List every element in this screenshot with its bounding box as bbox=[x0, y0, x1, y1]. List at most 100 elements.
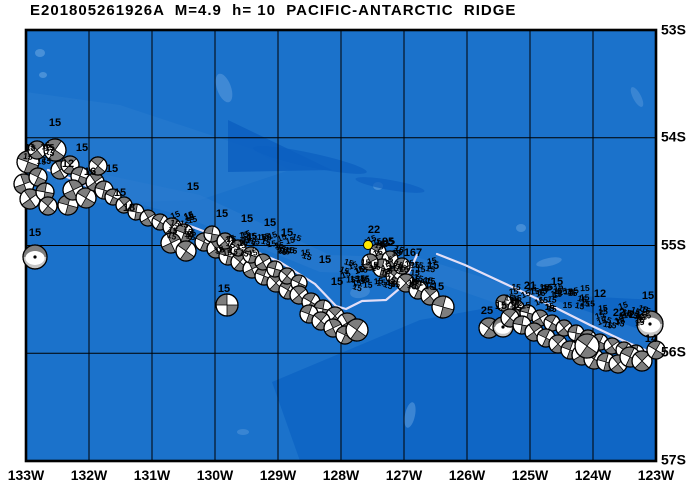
scribble-label: 15 bbox=[601, 313, 613, 325]
scribble-label: 15 bbox=[380, 267, 392, 279]
scribble-label: 15 bbox=[568, 285, 580, 297]
scribble-label: 15 bbox=[213, 242, 226, 255]
bathymetry-patch bbox=[39, 72, 47, 78]
scribble-label: 15 bbox=[44, 142, 55, 153]
bathymetry-patch bbox=[404, 402, 416, 428]
lat-label: 57S bbox=[661, 452, 686, 468]
scribble-label: 15 bbox=[389, 263, 399, 273]
depth-label: 85 bbox=[382, 236, 394, 248]
scribble-label: 15 bbox=[413, 272, 425, 284]
scribble-label: 15 bbox=[378, 239, 389, 251]
scribble-label: 15 bbox=[580, 297, 592, 309]
scribble-label: 15 bbox=[338, 264, 350, 277]
scribble-label: 15 bbox=[368, 261, 380, 273]
scribble-label: 15 bbox=[568, 288, 578, 298]
scribble-label: 15 bbox=[406, 280, 418, 292]
focal-mechanism bbox=[28, 167, 48, 187]
bathymetry-patch bbox=[355, 177, 425, 193]
scribble-label: 15 bbox=[544, 302, 555, 314]
scribble-label: 15 bbox=[167, 224, 179, 236]
bathymetry-patch bbox=[215, 73, 233, 103]
scribble-label: 15 bbox=[285, 245, 296, 256]
focal-mechanism bbox=[203, 225, 221, 243]
scribble-label: 15 bbox=[552, 281, 564, 293]
scribble-label: 15 bbox=[340, 268, 352, 280]
scribble-label: 15 bbox=[266, 229, 279, 242]
scribble-label: 15 bbox=[369, 260, 379, 270]
focal-mechanism bbox=[16, 150, 40, 174]
scribble-label: 15 bbox=[409, 275, 420, 286]
scribble-label: 15 bbox=[22, 151, 33, 162]
scribble-label: 15 bbox=[184, 211, 196, 223]
bathymetry-patch bbox=[253, 146, 367, 174]
scribble-label: 15 bbox=[358, 263, 369, 275]
scribble-label: 15 bbox=[214, 244, 226, 256]
scribble-label: 15 bbox=[520, 300, 531, 311]
scribble-label: 15 bbox=[391, 262, 403, 274]
scribble-label: 15 bbox=[369, 261, 381, 274]
scribble-label: 15 bbox=[373, 275, 384, 286]
scribble-label: 15 bbox=[385, 273, 398, 286]
scribble-label: 15 bbox=[382, 279, 394, 292]
scribble-label: 15 bbox=[552, 285, 563, 296]
scribble-label: 15 bbox=[183, 210, 195, 222]
focal-mechanism bbox=[631, 350, 653, 372]
graticule-layer bbox=[26, 30, 656, 461]
scribble-label: 15 bbox=[228, 245, 240, 257]
scribble-label: 15 bbox=[276, 231, 289, 244]
scribble-label: 15 bbox=[552, 288, 563, 299]
scribble-label: 15 bbox=[602, 319, 614, 331]
map-frame-border bbox=[24, 28, 658, 463]
bathymetry-patch bbox=[237, 429, 249, 435]
scribble-label: 15 bbox=[640, 304, 652, 316]
scribble-label: 15 bbox=[410, 274, 420, 285]
scribble-label: 15 bbox=[185, 230, 197, 242]
scribble-label: 15 bbox=[512, 293, 522, 303]
scribble-label: 15 bbox=[390, 279, 400, 290]
depth-label: 22 bbox=[368, 224, 380, 236]
depth-label: 12 bbox=[62, 158, 74, 170]
scribble-label: 15 bbox=[381, 265, 393, 277]
scribble-label: 15 bbox=[346, 275, 356, 285]
scribble-label: 15 bbox=[594, 309, 606, 321]
scribble-label: 15 bbox=[416, 264, 426, 274]
focal-mechanism bbox=[38, 196, 58, 216]
beachball-layer bbox=[13, 138, 666, 374]
bathymetry-patch bbox=[516, 224, 526, 232]
scribble-label: 15 bbox=[178, 218, 190, 231]
focal-mechanism bbox=[431, 295, 455, 319]
scribble-label: 15 bbox=[407, 277, 418, 288]
scribble-label: 15 bbox=[585, 298, 595, 308]
lon-label: 123W bbox=[638, 467, 675, 483]
focal-mechanism bbox=[393, 257, 411, 275]
depth-label: 15 bbox=[241, 213, 253, 225]
scribble-label: 15 bbox=[566, 286, 577, 297]
scribble-label: 15 bbox=[266, 238, 277, 249]
scribble-label: 15 bbox=[510, 294, 520, 304]
scribble-label: 15 bbox=[635, 315, 645, 325]
scribble-label: 15 bbox=[393, 243, 405, 256]
scribble-label: 15 bbox=[614, 316, 627, 329]
scribble-label: 15 bbox=[539, 283, 550, 294]
scribble-label: 15 bbox=[26, 142, 37, 153]
bathymetry-patch bbox=[630, 87, 644, 107]
depth-label: 15 bbox=[218, 283, 230, 295]
scribble-label: 15 bbox=[550, 288, 560, 299]
scribble-label: 15 bbox=[351, 281, 363, 293]
scribble-label: 15 bbox=[240, 233, 252, 245]
lat-label: 56S bbox=[661, 344, 686, 360]
scribble-label: 15 bbox=[637, 302, 649, 314]
depth-label: 18 bbox=[123, 202, 135, 214]
depth-label: 14 bbox=[645, 333, 658, 345]
scribble-label: 15 bbox=[622, 307, 633, 319]
scribble-label: 15 bbox=[25, 142, 35, 152]
scribble-label: 15 bbox=[533, 295, 546, 308]
focal-mechanism bbox=[215, 293, 239, 317]
scribble-label: 15 bbox=[260, 231, 271, 242]
scribble-label: 15 bbox=[239, 234, 251, 246]
lat-label: 53S bbox=[661, 22, 686, 38]
scribble-label: 15 bbox=[391, 248, 401, 259]
depth-label: 15 bbox=[281, 227, 293, 239]
scribble-label: 15 bbox=[410, 267, 421, 278]
